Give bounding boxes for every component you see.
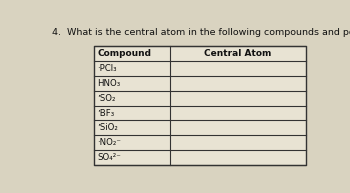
Text: ʼBF₃: ʼBF₃: [97, 109, 114, 118]
Bar: [94, 46, 306, 165]
Text: ʼSiO₂: ʼSiO₂: [97, 124, 118, 132]
Text: 4.  What is the central atom in the following compounds and polyatomic ions?: 4. What is the central atom in the follo…: [52, 28, 350, 37]
Text: HNO₃: HNO₃: [97, 79, 120, 88]
Text: ·PCl₃: ·PCl₃: [97, 64, 117, 73]
Text: Compound: Compound: [97, 49, 151, 58]
Text: ʼSO₂: ʼSO₂: [97, 94, 116, 103]
Text: SO₄²⁻: SO₄²⁻: [97, 153, 121, 162]
Text: ·NO₂⁻: ·NO₂⁻: [97, 138, 121, 147]
Text: Central Atom: Central Atom: [204, 49, 272, 58]
